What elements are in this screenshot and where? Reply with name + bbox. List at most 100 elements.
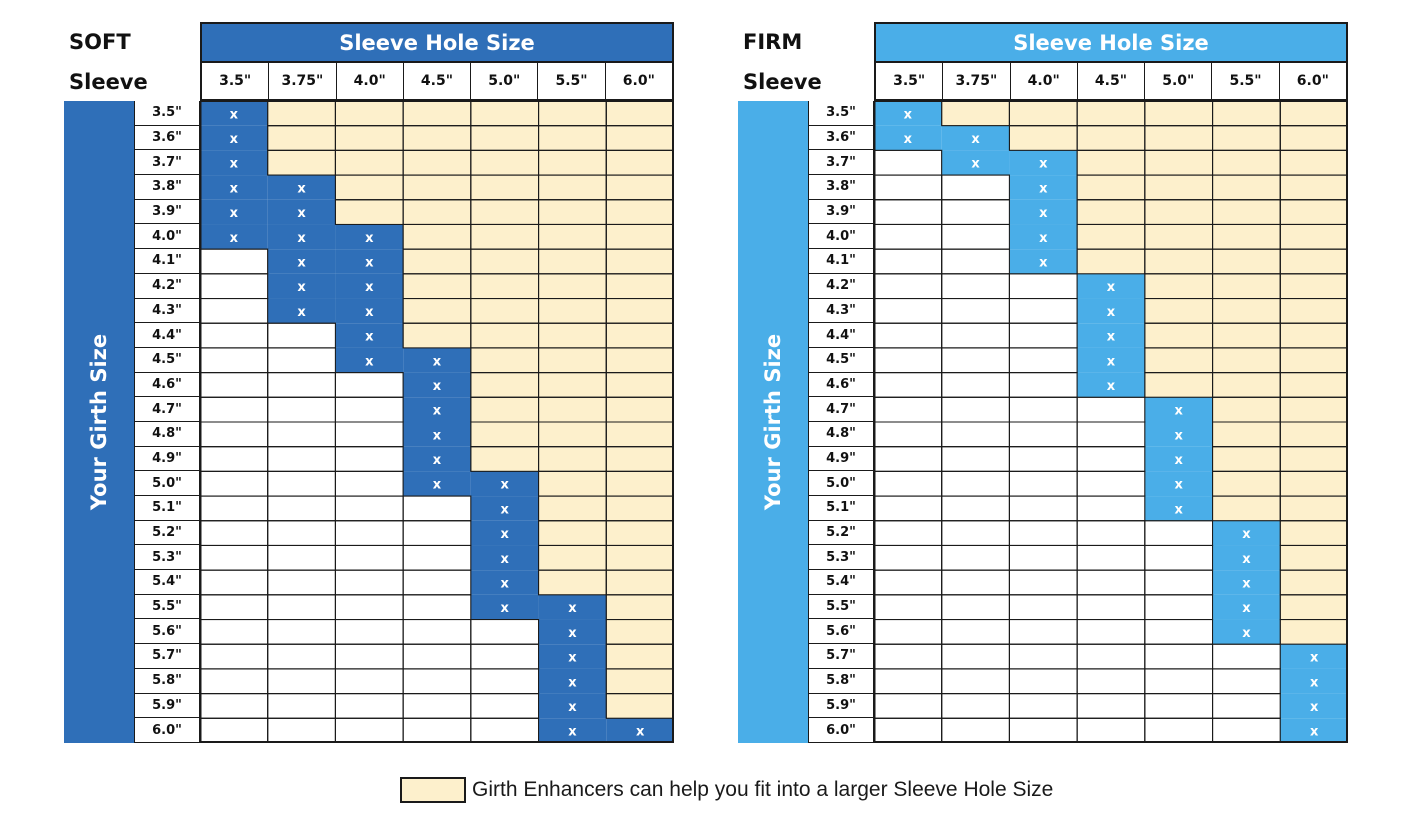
firm-cell-empty [1008, 470, 1078, 497]
firm-row-label: 4.2" [808, 273, 874, 299]
firm-cell-enhancer [1212, 347, 1281, 374]
firm-cell-empty [874, 693, 943, 719]
firm-cell-fit [1212, 520, 1281, 546]
soft-fit-mark: x [501, 478, 510, 493]
soft-cell-enhancer [402, 174, 472, 201]
soft-cell-empty [470, 717, 540, 743]
soft-cell-enhancer [605, 495, 674, 522]
soft-cell-enhancer [267, 101, 336, 127]
firm-row-label: 4.7" [808, 397, 874, 422]
soft-col-label: 3.75" [268, 63, 335, 99]
soft-cell-enhancer [605, 396, 674, 423]
firm-row-label: 6.0" [808, 718, 874, 743]
firm-cell-fit [1077, 347, 1145, 373]
soft-fit-mark: x [501, 502, 510, 517]
soft-cell-empty [334, 693, 404, 719]
firm-cell-empty [1212, 643, 1281, 670]
soft-cell-fit [267, 249, 336, 274]
soft-cell-enhancer [538, 347, 607, 374]
firm-cell-empty [941, 520, 1010, 546]
firm-cell-enhancer [1076, 248, 1146, 275]
firm-cell-empty [941, 174, 1010, 201]
firm-cell-empty [941, 248, 1010, 275]
soft-cell-fit [606, 718, 674, 743]
soft-cell-fit [403, 347, 471, 373]
firm-fit-mark: x [1175, 404, 1184, 419]
soft-cell-empty [200, 495, 269, 522]
firm-cell-empty [874, 223, 943, 250]
firm-cell-empty [874, 717, 943, 743]
firm-cell-enhancer [1279, 495, 1348, 522]
firm-row-label: 4.1" [808, 249, 874, 274]
firm-fit-mark: x [971, 132, 980, 147]
soft-cell-enhancer [605, 619, 674, 645]
soft-fit-mark: x [433, 428, 442, 443]
legend-swatch [400, 777, 466, 803]
soft-fit-mark: x [568, 651, 577, 666]
soft-cell-empty [334, 668, 404, 695]
soft-cell-empty [200, 248, 269, 275]
soft-cell-fit [335, 249, 404, 274]
soft-cell-enhancer [402, 199, 472, 225]
soft-fit-mark: x [568, 626, 577, 641]
firm-cell-empty [874, 446, 943, 472]
soft-column-labels: 3.5" 3.75" 4.0" 4.5" 5.0" 5.5" 6.0" [200, 63, 674, 101]
firm-fit-mark: x [1310, 675, 1319, 690]
firm-cell-enhancer [1076, 125, 1146, 151]
soft-cell-enhancer [538, 273, 607, 300]
soft-fit-mark: x [365, 330, 374, 345]
soft-fit-mark: x [433, 354, 442, 369]
firm-cell-fit [1077, 273, 1145, 299]
soft-cell-fit [470, 570, 539, 595]
soft-cell-empty [402, 619, 472, 645]
legend: Girth Enhancers can help you fit into a … [400, 777, 1053, 803]
soft-fit-mark: x [230, 157, 239, 172]
soft-column-header: Sleeve Hole Size [200, 22, 674, 63]
soft-cell-empty [200, 470, 269, 497]
soft-cell-empty [402, 693, 472, 719]
firm-row-label: 3.8" [808, 175, 874, 200]
soft-row-header: Your Girth Size [64, 101, 134, 743]
firm-cell-empty [941, 347, 1010, 374]
soft-cell-enhancer [605, 594, 674, 621]
soft-fit-mark: x [297, 305, 306, 320]
firm-cell-enhancer [1144, 174, 1214, 201]
soft-row-label: 5.3" [134, 545, 200, 571]
soft-cell-fit [267, 175, 336, 200]
firm-cell-fit [1144, 496, 1213, 521]
soft-cell-fit [335, 224, 404, 250]
firm-cell-fit [1212, 594, 1281, 620]
soft-cell-enhancer [334, 174, 404, 201]
firm-cell-empty [874, 199, 943, 225]
soft-cell-empty [267, 470, 336, 497]
firm-cell-empty [874, 668, 943, 695]
firm-cell-empty [874, 174, 943, 201]
soft-cell-empty [334, 396, 404, 423]
firm-cell-enhancer [1279, 248, 1348, 275]
firm-title-line2: Sleeve [743, 70, 822, 94]
firm-cell-fit [1144, 446, 1213, 472]
firm-col-label: 3.5" [893, 73, 926, 89]
soft-cell-enhancer [402, 223, 472, 250]
soft-cell-fit [403, 372, 471, 398]
soft-sleeve-chart: SOFT Sleeve Sleeve Hole Size 3.5" 3.75" 4.… [64, 22, 674, 747]
soft-cell-enhancer [402, 322, 472, 349]
soft-cell-enhancer [334, 149, 404, 176]
soft-cell-empty [200, 396, 269, 423]
soft-cell-fit [200, 101, 268, 126]
soft-row-label: 5.4" [134, 570, 200, 595]
soft-cell-fit [335, 347, 404, 373]
firm-fit-mark: x [1039, 157, 1048, 172]
firm-cell-empty [1076, 643, 1146, 670]
firm-cell-empty [941, 372, 1010, 398]
soft-cell-enhancer [538, 248, 607, 275]
firm-cell-empty [1008, 717, 1078, 743]
soft-cell-enhancer [605, 199, 674, 225]
firm-cell-empty [1076, 470, 1146, 497]
firm-row-labels: 3.5" 3.6" 3.7" 3.8" 3.9" 4.0" 4.1" 4.2" 4.3" 4.4"… [808, 101, 874, 743]
firm-fit-mark: x [971, 157, 980, 172]
firm-cell-fit [1144, 471, 1213, 497]
firm-row-label: 3.9" [808, 199, 874, 225]
soft-cell-empty [334, 643, 404, 670]
soft-cell-enhancer [538, 223, 607, 250]
